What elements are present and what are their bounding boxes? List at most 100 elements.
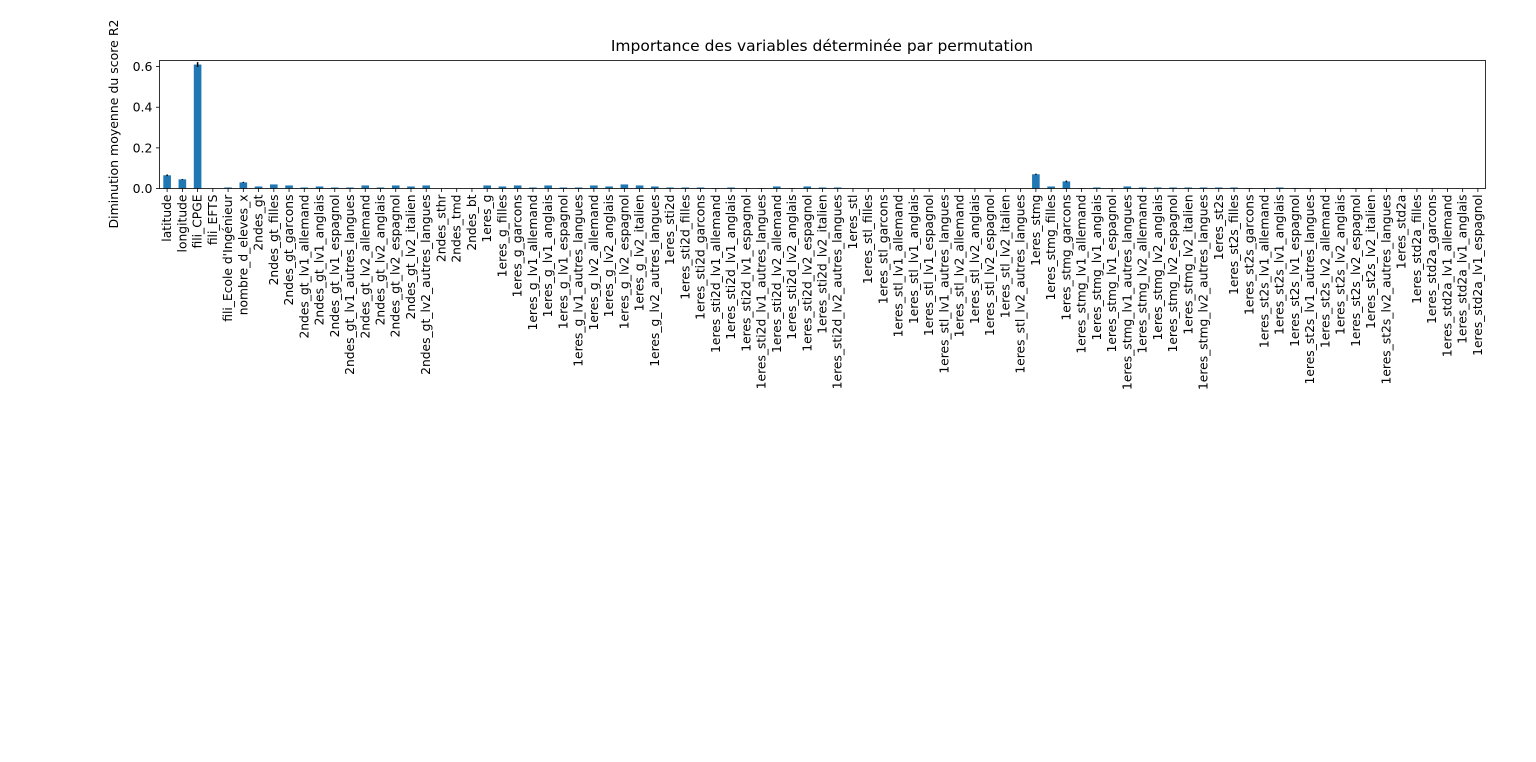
x-tick-label-21: 1eres_g — [480, 195, 494, 243]
bar-28 — [590, 185, 598, 189]
bar-31 — [635, 185, 644, 189]
x-tick-label-30: 1eres_g_lv2_espagnol — [617, 195, 631, 330]
bar-35 — [696, 187, 705, 189]
x-tick-label-33: 1eres_sti2d — [663, 195, 677, 266]
bar-24 — [529, 187, 537, 189]
x-tick-label-27: 1eres_g_lv1_autres_langues — [572, 195, 586, 367]
bar-33 — [666, 187, 674, 189]
x-tick-label-71: 1eres_st2s_garcons — [1242, 195, 1256, 316]
bar-4 — [224, 187, 232, 189]
bar-40 — [772, 186, 781, 189]
x-tick-label-69: 1eres_st2s — [1212, 195, 1226, 261]
x-tick-label-86: 1eres_std2a_lv1_espagnol — [1471, 195, 1485, 356]
bar-15 — [391, 185, 400, 189]
bar-57 — [1032, 174, 1040, 189]
x-tick-label-36: 1eres_sti2d_lv1_allemand — [709, 195, 723, 353]
x-tick-label-72: 1eres_st2s_lv1_allemand — [1258, 195, 1272, 349]
bar-66 — [1169, 187, 1177, 189]
y-tick-label-0: 0.0 — [133, 181, 153, 196]
bar-34 — [681, 187, 690, 189]
x-tick-label-53: 1eres_stl_lv2_anglais — [968, 194, 982, 324]
x-axis-ticks: latitude longitude fili_CPGE fili_EFTS fili_… — [160, 188, 1485, 391]
x-tick-label-17: 2ndes_gt_lv2_autres_langues — [419, 194, 433, 374]
bar-13 — [361, 185, 370, 189]
bar-27 — [574, 187, 583, 189]
bar-70 — [1230, 187, 1238, 189]
x-tick-label-54: 1eres_stl_lv2_espagnol — [983, 194, 997, 336]
x-tick-label-35: 1eres_sti2d_garcons — [694, 195, 708, 320]
x-tick-label-51: 1eres_stl_lv1_autres_langues — [937, 194, 951, 373]
x-tick-label-81: 1eres_std2a — [1395, 195, 1409, 270]
x-tick-label-70: 1eres_st2s_filles — [1227, 195, 1241, 295]
x-tick-label-45: 1eres_stl — [846, 195, 860, 250]
x-tick-label-83: 1eres_std2a_garcons — [1425, 195, 1439, 324]
x-tick-label-44: 1eres_sti2d_lv2_autres_langues — [831, 195, 845, 390]
bar-14 — [376, 187, 385, 189]
bar-6 — [254, 186, 263, 189]
x-tick-label-41: 1eres_sti2d_lv2_anglais — [785, 195, 799, 340]
x-tick-label-1: longitude — [175, 195, 189, 253]
bar-16 — [407, 186, 415, 189]
x-tick-label-52: 1eres_stl_lv2_allemand — [953, 194, 967, 337]
bar-12 — [346, 187, 354, 189]
x-tick-label-25: 1eres_g_lv1_anglais — [541, 195, 555, 318]
x-tick-label-16: 2ndes_gt_lv2_italien — [404, 194, 418, 319]
bar-30 — [620, 184, 629, 189]
bar-9 — [300, 187, 309, 189]
bar-1 — [178, 179, 187, 189]
x-tick-label-84: 1eres_std2a_lv1_allemand — [1440, 195, 1454, 358]
bar-64 — [1138, 187, 1147, 189]
x-tick-label-76: 1eres_st2s_lv2_allemand — [1318, 195, 1332, 349]
bar-43 — [818, 187, 827, 189]
x-tick-label-39: 1eres_sti2d_lv1_autres_langues — [755, 195, 769, 390]
x-tick-label-2: fili_CPGE — [191, 195, 205, 249]
x-tick-label-37: 1eres_sti2d_lv1_anglais — [724, 195, 738, 340]
x-tick-label-32: 1eres_g_lv2_autres_langues — [648, 195, 662, 367]
x-tick-label-26: 1eres_g_lv1_espagnol — [556, 195, 570, 330]
plot-frame — [159, 60, 1486, 189]
x-tick-label-15: 2ndes_gt_lv2_espagnol — [389, 195, 403, 338]
bar-7 — [270, 184, 278, 189]
x-tick-label-74: 1eres_st2s_lv1_espagnol — [1288, 195, 1302, 347]
bar-21 — [483, 185, 491, 189]
x-tick-label-40: 1eres_sti2d_lv2_allemand — [770, 195, 784, 353]
x-tick-label-64: 1eres_stmg_lv2_allemand — [1136, 195, 1150, 354]
bar-series — [163, 64, 1391, 189]
x-tick-label-18: 2ndes_sthr — [434, 194, 448, 263]
x-tick-label-22: 1eres_g_filles — [495, 195, 509, 278]
bar-0 — [163, 175, 171, 189]
x-tick-label-56: 1eres_stl_lv2_autres_langues — [1014, 195, 1028, 374]
x-tick-label-6: 2ndes_gt — [252, 194, 266, 250]
x-tick-label-48: 1eres_stl_lv1_allemand — [892, 194, 906, 337]
x-tick-label-19: 2ndes_tmd — [450, 194, 464, 262]
x-tick-label-43: 1eres_sti2d_lv2_italien — [816, 195, 830, 334]
bar-2 — [193, 64, 202, 189]
x-tick-label-58: 1eres_stmg_filles — [1044, 195, 1058, 301]
bar-17 — [422, 185, 431, 189]
x-tick-label-59: 1eres_stmg_garcons — [1059, 195, 1073, 321]
bar-29 — [605, 186, 613, 189]
bar-22 — [498, 186, 507, 189]
bar-59 — [1062, 181, 1071, 189]
x-tick-label-29: 1eres_g_lv2_anglais — [602, 195, 616, 318]
x-tick-label-68: 1eres_stmg_lv2_autres_langues — [1197, 195, 1211, 391]
bar-10 — [315, 186, 324, 189]
x-tick-label-3: fili_EFTS — [206, 194, 220, 245]
y-tick-label-1: 0.2 — [133, 140, 153, 155]
bar-8 — [285, 185, 293, 189]
x-tick-label-63: 1eres_stmg_lv1_autres_langues — [1120, 195, 1134, 391]
bar-25 — [544, 185, 552, 189]
x-tick-label-31: 1eres_g_lv2_italien — [633, 195, 647, 312]
x-tick-label-46: 1eres_stl_filles — [861, 195, 875, 285]
x-tick-label-5: nombre_d_eleves_x — [236, 195, 250, 316]
x-tick-label-13: 2ndes_gt_lv2_allemand — [358, 195, 372, 339]
y-tick-label-2: 0.4 — [133, 100, 153, 115]
y-axis-label: Diminution moyenne du score R2 — [106, 20, 121, 229]
y-axis-ticks: 0.0 0.2 0.4 0.6 — [133, 59, 160, 196]
x-tick-label-77: 1eres_st2s_lv2_anglais — [1334, 195, 1348, 335]
x-tick-label-73: 1eres_st2s_lv1_anglais — [1273, 195, 1287, 335]
bar-63 — [1123, 186, 1132, 189]
x-tick-label-80: 1eres_st2s_lv2_autres_langues — [1379, 195, 1393, 385]
bar-32 — [651, 186, 659, 189]
